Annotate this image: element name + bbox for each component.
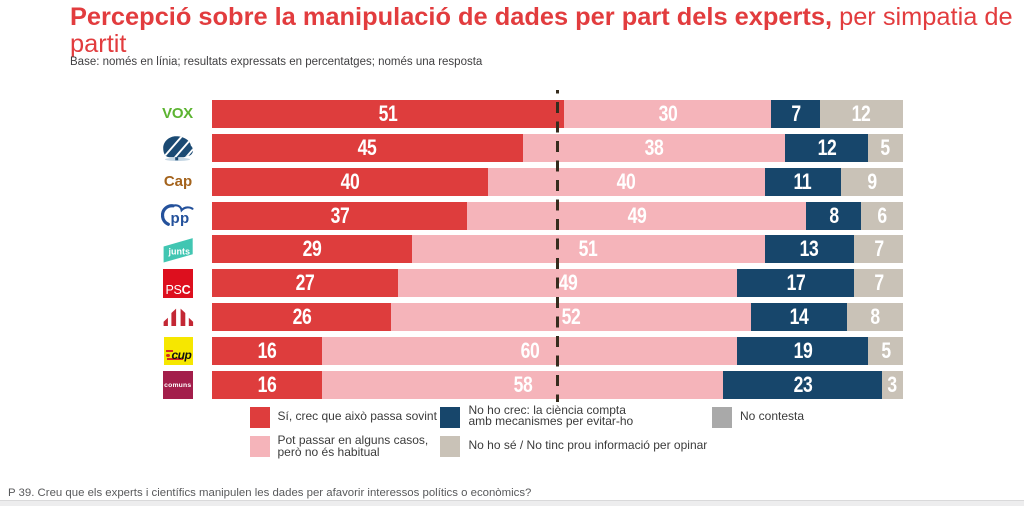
svg-text:junts: junts — [167, 246, 190, 256]
svg-text:p: p — [180, 210, 189, 227]
svg-text:p: p — [171, 210, 180, 227]
